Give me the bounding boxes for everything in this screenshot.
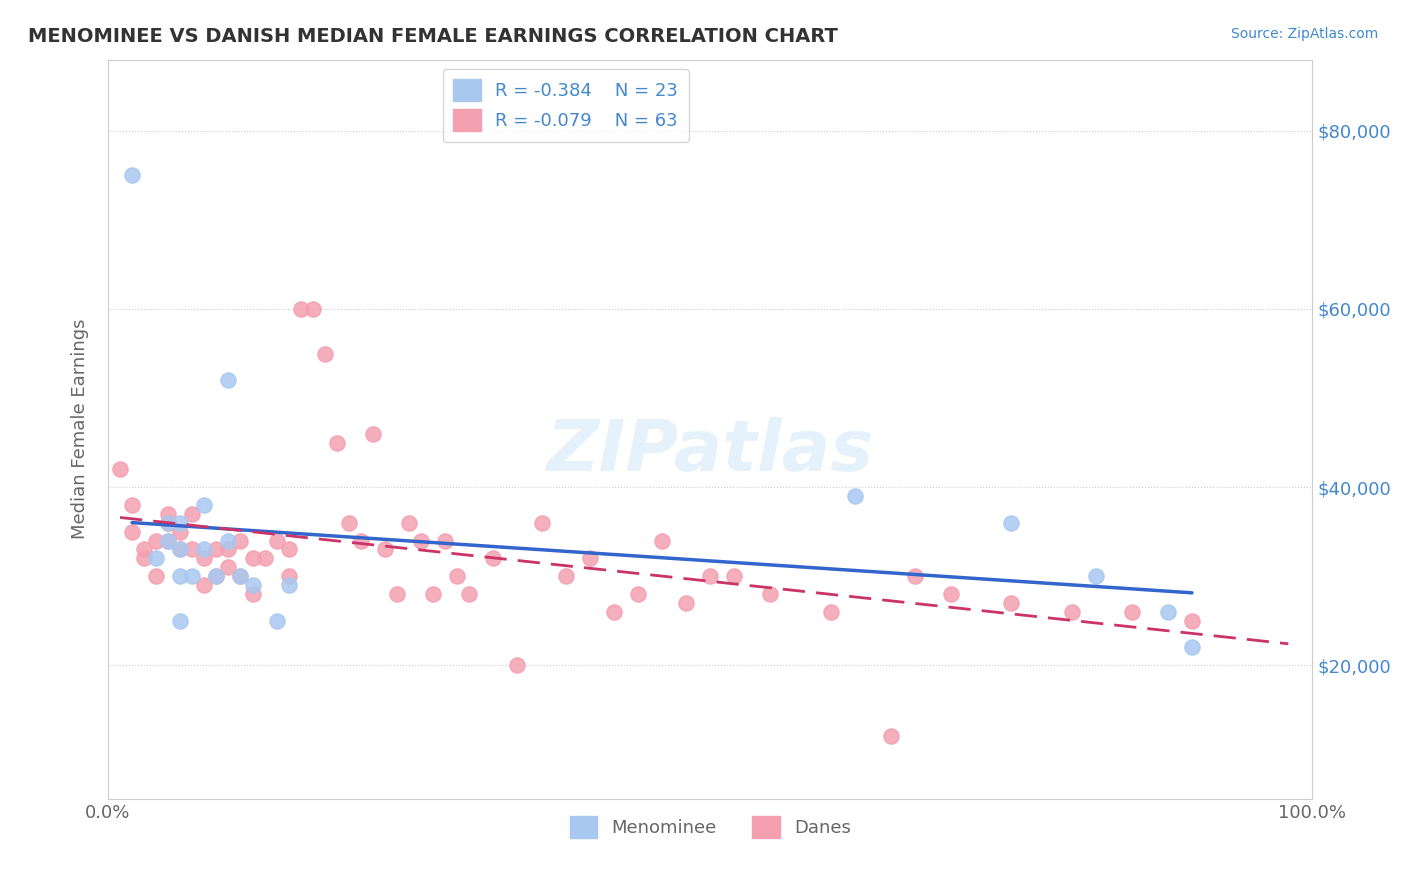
Point <box>506 658 529 673</box>
Point <box>603 605 626 619</box>
Point <box>350 533 373 548</box>
Point <box>169 542 191 557</box>
Point <box>169 524 191 539</box>
Point <box>939 587 962 601</box>
Point <box>217 560 239 574</box>
Point <box>1157 605 1180 619</box>
Point <box>266 614 288 628</box>
Point <box>277 569 299 583</box>
Point <box>904 569 927 583</box>
Point <box>326 435 349 450</box>
Point <box>301 301 323 316</box>
Point <box>820 605 842 619</box>
Point <box>193 498 215 512</box>
Legend: Menominee, Danes: Menominee, Danes <box>562 809 858 846</box>
Point <box>169 614 191 628</box>
Point <box>229 569 252 583</box>
Point <box>145 551 167 566</box>
Point <box>578 551 600 566</box>
Point <box>266 533 288 548</box>
Point <box>145 533 167 548</box>
Point <box>145 569 167 583</box>
Point <box>361 426 384 441</box>
Point <box>627 587 650 601</box>
Point <box>181 569 204 583</box>
Text: MENOMINEE VS DANISH MEDIAN FEMALE EARNINGS CORRELATION CHART: MENOMINEE VS DANISH MEDIAN FEMALE EARNIN… <box>28 27 838 45</box>
Point <box>385 587 408 601</box>
Point <box>181 507 204 521</box>
Point <box>530 516 553 530</box>
Point <box>217 542 239 557</box>
Point <box>337 516 360 530</box>
Point <box>157 516 180 530</box>
Point <box>1084 569 1107 583</box>
Point <box>229 533 252 548</box>
Point <box>169 516 191 530</box>
Point <box>157 507 180 521</box>
Point <box>181 542 204 557</box>
Point <box>217 373 239 387</box>
Point <box>482 551 505 566</box>
Point <box>446 569 468 583</box>
Point <box>157 533 180 548</box>
Point <box>277 542 299 557</box>
Point <box>121 524 143 539</box>
Point <box>1060 605 1083 619</box>
Point <box>1000 596 1022 610</box>
Point <box>675 596 697 610</box>
Point <box>1181 640 1204 655</box>
Point <box>699 569 721 583</box>
Point <box>134 551 156 566</box>
Point <box>422 587 444 601</box>
Point <box>290 301 312 316</box>
Point <box>253 551 276 566</box>
Point <box>217 533 239 548</box>
Point <box>277 578 299 592</box>
Point <box>411 533 433 548</box>
Point <box>193 578 215 592</box>
Point <box>398 516 420 530</box>
Point <box>434 533 457 548</box>
Point <box>844 489 866 503</box>
Point <box>121 498 143 512</box>
Point <box>1000 516 1022 530</box>
Point <box>242 551 264 566</box>
Point <box>134 542 156 557</box>
Point <box>554 569 576 583</box>
Point <box>1181 614 1204 628</box>
Point <box>314 346 336 360</box>
Point <box>205 569 228 583</box>
Point <box>157 516 180 530</box>
Point <box>651 533 673 548</box>
Point <box>205 542 228 557</box>
Point <box>242 578 264 592</box>
Y-axis label: Median Female Earnings: Median Female Earnings <box>72 319 89 540</box>
Point <box>229 569 252 583</box>
Point <box>169 569 191 583</box>
Text: ZIPatlas: ZIPatlas <box>547 417 875 486</box>
Text: Source: ZipAtlas.com: Source: ZipAtlas.com <box>1230 27 1378 41</box>
Point <box>242 587 264 601</box>
Point <box>193 542 215 557</box>
Point <box>205 569 228 583</box>
Point <box>374 542 396 557</box>
Point <box>880 730 903 744</box>
Point <box>108 462 131 476</box>
Point <box>458 587 481 601</box>
Point <box>169 542 191 557</box>
Point <box>193 551 215 566</box>
Point <box>723 569 745 583</box>
Point <box>121 169 143 183</box>
Point <box>157 533 180 548</box>
Point <box>759 587 782 601</box>
Point <box>1121 605 1143 619</box>
